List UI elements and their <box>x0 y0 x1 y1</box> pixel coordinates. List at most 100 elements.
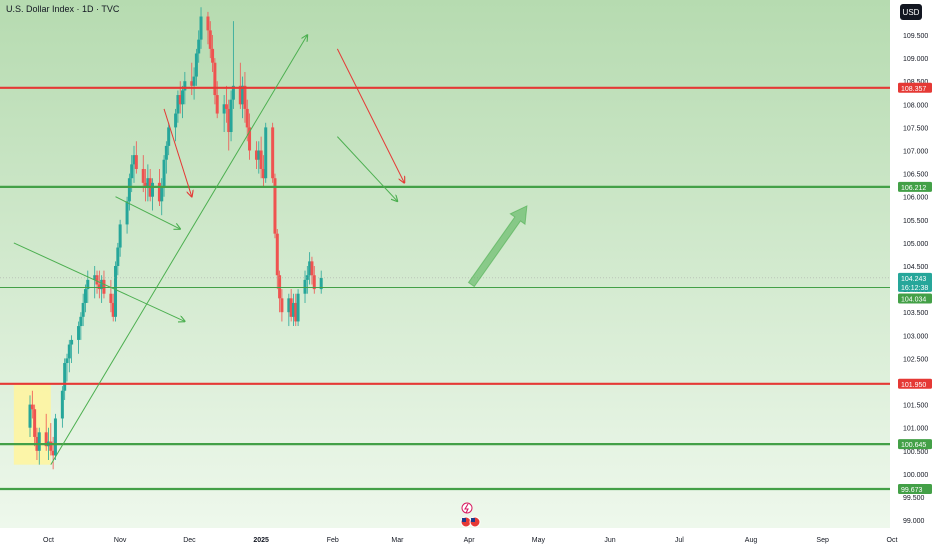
event-flash-icon[interactable] <box>461 502 473 514</box>
candle[interactable] <box>310 256 314 285</box>
candle[interactable] <box>28 395 32 437</box>
candle[interactable] <box>273 173 277 239</box>
candle[interactable] <box>229 90 233 142</box>
candle[interactable] <box>79 312 83 340</box>
candle[interactable] <box>132 145 136 183</box>
candle[interactable] <box>93 266 97 299</box>
reference-price-badge[interactable]: 104.034 <box>898 293 932 304</box>
candle[interactable] <box>33 404 37 447</box>
candle[interactable] <box>97 270 101 299</box>
candle[interactable] <box>70 335 74 364</box>
candle[interactable] <box>178 81 182 114</box>
candle[interactable] <box>127 173 131 211</box>
last-price-badge[interactable]: 104.243 16:12:38 <box>898 272 932 292</box>
candle[interactable] <box>144 168 148 202</box>
candle[interactable] <box>160 178 164 216</box>
level-price-badge[interactable]: 99.673 <box>898 484 932 495</box>
level-price-badge[interactable]: 100.645 <box>898 439 932 450</box>
candle[interactable] <box>53 413 57 461</box>
currency-button[interactable]: USD <box>900 4 922 20</box>
trendline[interactable] <box>50 35 308 465</box>
candle[interactable] <box>167 122 171 156</box>
candle[interactable] <box>77 321 81 354</box>
candle[interactable] <box>303 270 307 303</box>
candle[interactable] <box>164 141 168 174</box>
candle[interactable] <box>208 21 212 59</box>
candle[interactable] <box>49 423 53 456</box>
candle[interactable] <box>224 85 228 123</box>
candle[interactable] <box>37 427 41 465</box>
candle[interactable] <box>100 275 104 303</box>
trendline[interactable] <box>163 108 192 197</box>
candle[interactable] <box>211 35 215 72</box>
candle[interactable] <box>150 178 154 211</box>
candle[interactable] <box>83 284 87 313</box>
candle[interactable] <box>51 436 55 470</box>
candle[interactable] <box>254 141 258 169</box>
candle[interactable] <box>81 293 85 327</box>
candle[interactable] <box>192 67 196 100</box>
candle[interactable] <box>111 293 115 322</box>
candle[interactable] <box>30 390 34 419</box>
candle[interactable] <box>116 242 120 276</box>
candle[interactable] <box>227 99 231 151</box>
candle[interactable] <box>199 7 203 49</box>
candle[interactable] <box>289 289 293 322</box>
candle[interactable] <box>294 293 298 327</box>
candle[interactable] <box>65 353 69 382</box>
candle[interactable] <box>176 90 180 123</box>
candle[interactable] <box>259 136 263 179</box>
candle[interactable] <box>238 62 242 109</box>
candle[interactable] <box>190 62 194 96</box>
trendline[interactable] <box>336 48 404 183</box>
candle[interactable] <box>271 122 275 183</box>
candle[interactable] <box>305 266 309 294</box>
candle[interactable] <box>146 164 150 202</box>
candle[interactable] <box>296 289 300 327</box>
candle[interactable] <box>287 293 291 327</box>
candle[interactable] <box>245 99 249 142</box>
symbol-title: U.S. Dollar Index · 1D · TVC <box>6 4 120 14</box>
candle[interactable] <box>257 141 261 174</box>
candle[interactable] <box>308 252 312 285</box>
candle[interactable] <box>222 95 226 133</box>
event-markers[interactable] <box>460 502 481 528</box>
candle[interactable] <box>275 229 279 290</box>
level-price-badge[interactable]: 106.212 <box>898 181 932 192</box>
time-tick-label: Jun <box>604 537 615 544</box>
candle[interactable] <box>63 358 67 400</box>
candle[interactable] <box>197 30 201 63</box>
trendline[interactable] <box>337 136 397 202</box>
candle[interactable] <box>243 71 247 123</box>
candle[interactable] <box>206 11 210 45</box>
candle[interactable] <box>261 155 265 188</box>
candle[interactable] <box>95 270 99 294</box>
candle[interactable] <box>67 339 71 373</box>
candle[interactable] <box>280 289 284 322</box>
candle[interactable] <box>118 219 122 257</box>
candle[interactable] <box>114 261 118 322</box>
candle[interactable] <box>291 293 295 327</box>
candle[interactable] <box>86 270 90 303</box>
candle[interactable] <box>278 270 282 313</box>
candle[interactable] <box>264 122 268 183</box>
candle[interactable] <box>241 76 245 119</box>
candle[interactable] <box>109 279 113 313</box>
trendline[interactable] <box>115 196 181 229</box>
projection-arrow[interactable] <box>467 205 528 288</box>
candle[interactable] <box>319 270 323 294</box>
candle[interactable] <box>213 58 217 105</box>
candle[interactable] <box>312 266 316 294</box>
level-price-badge[interactable]: 108.357 <box>898 82 932 93</box>
candle[interactable] <box>194 48 198 86</box>
candle[interactable] <box>60 386 64 428</box>
candle[interactable] <box>134 141 138 174</box>
candle[interactable] <box>248 113 252 160</box>
candle[interactable] <box>162 155 166 197</box>
level-price-badge[interactable]: 101.950 <box>898 378 932 389</box>
candle[interactable] <box>174 108 178 142</box>
candle[interactable] <box>231 21 235 109</box>
candle[interactable] <box>181 85 185 119</box>
trendline[interactable] <box>13 242 185 322</box>
